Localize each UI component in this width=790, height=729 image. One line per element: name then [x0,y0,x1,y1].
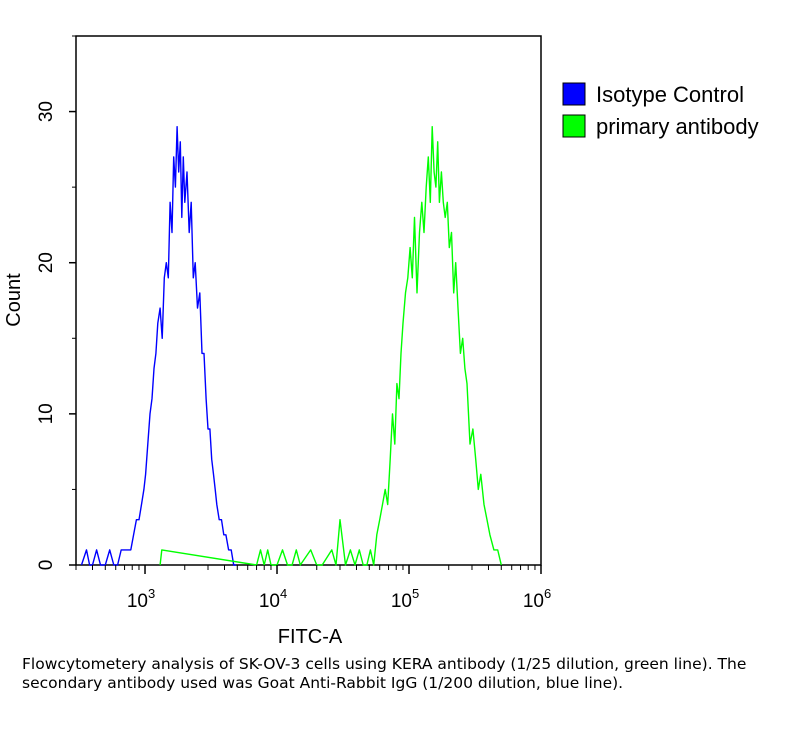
plot-area [75,35,542,566]
x-tick-label-0: 103 [127,586,155,612]
x-tick-label-2: 105 [391,586,419,612]
figure-caption: Flowcytometery analysis of SK-OV-3 cells… [22,655,747,692]
legend-swatch-0 [562,82,586,106]
y-tick-label-1: 10 [36,403,57,424]
legend-swatch-1 [562,114,586,138]
x-tick-label-3: 106 [523,586,551,612]
legend-label-0: Isotype Control [596,82,744,107]
y-axis-label: Count [3,273,25,327]
y-tick-label-2: 20 [36,252,57,273]
plot-frame [75,35,542,566]
series-layer [80,125,502,566]
legend-label-1: primary antibody [596,114,759,139]
x-tick-label-1: 104 [259,586,287,612]
series-line-isotype-control [80,125,237,566]
axes-layer: 0 10 20 30 103 104 105 106 [36,35,551,612]
y-tick-label-3: 30 [36,101,57,122]
series-line-primary-antibody [159,125,502,566]
legend: Isotype Control primary antibody [562,82,759,139]
x-axis-label: FITC-A [278,626,343,648]
flow-cytometry-chart: 0 10 20 30 103 104 105 106 FITC-A Count Isotype… [3,35,759,648]
y-tick-label-0: 0 [36,560,57,571]
